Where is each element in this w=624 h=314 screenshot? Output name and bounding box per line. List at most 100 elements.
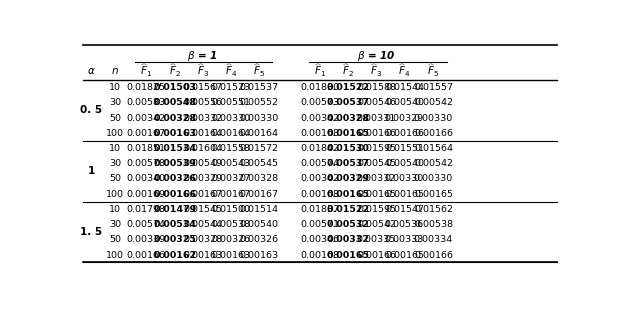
Text: 10: 10 xyxy=(109,205,121,214)
Text: 0.01851: 0.01851 xyxy=(126,144,165,153)
Text: 0.00537: 0.00537 xyxy=(326,159,369,168)
Text: 0.00340: 0.00340 xyxy=(126,175,165,183)
Text: 0.01544: 0.01544 xyxy=(385,83,424,92)
Text: 0.01562: 0.01562 xyxy=(414,205,453,214)
Text: 30: 30 xyxy=(109,98,121,107)
Text: 0.00330: 0.00330 xyxy=(212,114,251,122)
Text: 0.00328: 0.00328 xyxy=(183,236,222,244)
Text: 0.00574: 0.00574 xyxy=(300,159,339,168)
Text: 0.01534: 0.01534 xyxy=(154,144,196,153)
Text: 0.00536: 0.00536 xyxy=(385,220,424,229)
Text: 0.00542: 0.00542 xyxy=(357,220,396,229)
Text: 0.00571: 0.00571 xyxy=(300,220,339,229)
Text: 0.01830: 0.01830 xyxy=(300,83,339,92)
Text: 0.01545: 0.01545 xyxy=(183,205,222,214)
Text: 0.00166: 0.00166 xyxy=(414,129,453,138)
Text: 0.01595: 0.01595 xyxy=(357,144,396,153)
Text: 0.00332: 0.00332 xyxy=(183,114,222,122)
Text: $n$: $n$ xyxy=(111,66,119,76)
Text: 0.01604: 0.01604 xyxy=(183,144,222,153)
Text: $\widehat{F}_4$: $\widehat{F}_4$ xyxy=(225,63,237,79)
Text: 0.00329: 0.00329 xyxy=(183,175,222,183)
Text: 30: 30 xyxy=(109,159,121,168)
Text: 0.00330: 0.00330 xyxy=(414,114,453,122)
Text: 0.00538: 0.00538 xyxy=(414,220,453,229)
Text: 0. 5: 0. 5 xyxy=(80,106,102,116)
Text: 0.00167: 0.00167 xyxy=(126,129,165,138)
Text: 0.01567: 0.01567 xyxy=(183,83,222,92)
Text: 0.00326: 0.00326 xyxy=(154,175,196,183)
Text: 0.00165: 0.00165 xyxy=(385,190,424,199)
Text: 50: 50 xyxy=(109,114,121,122)
Text: 0.00346: 0.00346 xyxy=(300,236,339,244)
Text: 0.00328: 0.00328 xyxy=(326,114,369,122)
Text: 0.01500: 0.01500 xyxy=(212,205,251,214)
Text: 0.00545: 0.00545 xyxy=(357,159,396,168)
Text: 0.00164: 0.00164 xyxy=(183,129,222,138)
Text: 100: 100 xyxy=(106,129,124,138)
Text: 0.01558: 0.01558 xyxy=(212,144,251,153)
Text: 0.00342: 0.00342 xyxy=(300,114,339,122)
Text: 100: 100 xyxy=(106,190,124,199)
Text: 0.00551: 0.00551 xyxy=(212,98,251,107)
Text: $\alpha$: $\alpha$ xyxy=(87,66,96,76)
Text: 0.00165: 0.00165 xyxy=(326,129,369,138)
Text: 0.01557: 0.01557 xyxy=(414,83,453,92)
Text: 0.00168: 0.00168 xyxy=(300,251,339,260)
Text: 0.00330: 0.00330 xyxy=(414,175,453,183)
Text: 0.00342: 0.00342 xyxy=(126,114,165,122)
Text: 1. 5: 1. 5 xyxy=(80,227,102,237)
Text: 0.00540: 0.00540 xyxy=(385,98,424,107)
Text: 0.01842: 0.01842 xyxy=(300,144,339,153)
Text: 0.00166: 0.00166 xyxy=(357,251,396,260)
Text: 0.00335: 0.00335 xyxy=(357,236,396,244)
Text: 10: 10 xyxy=(109,83,121,92)
Text: 0.00166: 0.00166 xyxy=(385,129,424,138)
Text: 0.00332: 0.00332 xyxy=(357,175,396,183)
Text: 0.00328: 0.00328 xyxy=(153,114,197,122)
Text: 0.01825: 0.01825 xyxy=(126,83,165,92)
Text: 0.00329: 0.00329 xyxy=(326,175,369,183)
Text: 0.00574: 0.00574 xyxy=(126,220,165,229)
Text: 0.01547: 0.01547 xyxy=(385,205,424,214)
Text: 0.01588: 0.01588 xyxy=(357,83,396,92)
Text: 0.00165: 0.00165 xyxy=(357,190,396,199)
Text: 0.00342: 0.00342 xyxy=(300,175,339,183)
Text: $\widehat{F}_1$: $\widehat{F}_1$ xyxy=(314,63,326,79)
Text: 1: 1 xyxy=(88,166,95,176)
Text: $\widehat{F}_1$: $\widehat{F}_1$ xyxy=(140,63,152,79)
Text: 0.01530: 0.01530 xyxy=(326,144,369,153)
Text: 0.00168: 0.00168 xyxy=(300,190,339,199)
Text: 0.00163: 0.00163 xyxy=(183,251,222,260)
Text: 0.01522: 0.01522 xyxy=(326,205,369,214)
Text: $\widehat{F}_3$: $\widehat{F}_3$ xyxy=(197,63,209,79)
Text: $\widehat{F}_4$: $\widehat{F}_4$ xyxy=(398,63,411,79)
Text: 30: 30 xyxy=(109,220,121,229)
Text: 0.00327: 0.00327 xyxy=(212,175,251,183)
Text: 0.01572: 0.01572 xyxy=(240,144,279,153)
Text: 0.00167: 0.00167 xyxy=(183,190,222,199)
Text: 0.00166: 0.00166 xyxy=(153,190,197,199)
Text: 50: 50 xyxy=(109,236,121,244)
Text: 0.00583: 0.00583 xyxy=(126,98,165,107)
Text: $\beta$ = 1: $\beta$ = 1 xyxy=(187,49,218,63)
Text: 0.00167: 0.00167 xyxy=(240,190,279,199)
Text: $\widehat{F}_3$: $\widehat{F}_3$ xyxy=(370,63,383,79)
Text: $\widehat{F}_2$: $\widehat{F}_2$ xyxy=(342,63,354,79)
Text: 100: 100 xyxy=(106,251,124,260)
Text: 0.00539: 0.00539 xyxy=(154,159,196,168)
Text: 0.01479: 0.01479 xyxy=(153,205,197,214)
Text: 0.00166: 0.00166 xyxy=(357,129,396,138)
Text: 0.00542: 0.00542 xyxy=(414,98,453,107)
Text: 0.01514: 0.01514 xyxy=(240,205,279,214)
Text: 0.01551: 0.01551 xyxy=(385,144,424,153)
Text: 0.00538: 0.00538 xyxy=(212,220,251,229)
Text: 0.01503: 0.01503 xyxy=(154,83,196,92)
Text: 0.00333: 0.00333 xyxy=(385,236,424,244)
Text: 0.01522: 0.01522 xyxy=(326,83,369,92)
Text: 0.00537: 0.00537 xyxy=(326,98,369,107)
Text: 0.00339: 0.00339 xyxy=(126,236,165,244)
Text: 0.01537: 0.01537 xyxy=(240,83,279,92)
Text: 0.01798: 0.01798 xyxy=(126,205,165,214)
Text: 0.00549: 0.00549 xyxy=(183,159,222,168)
